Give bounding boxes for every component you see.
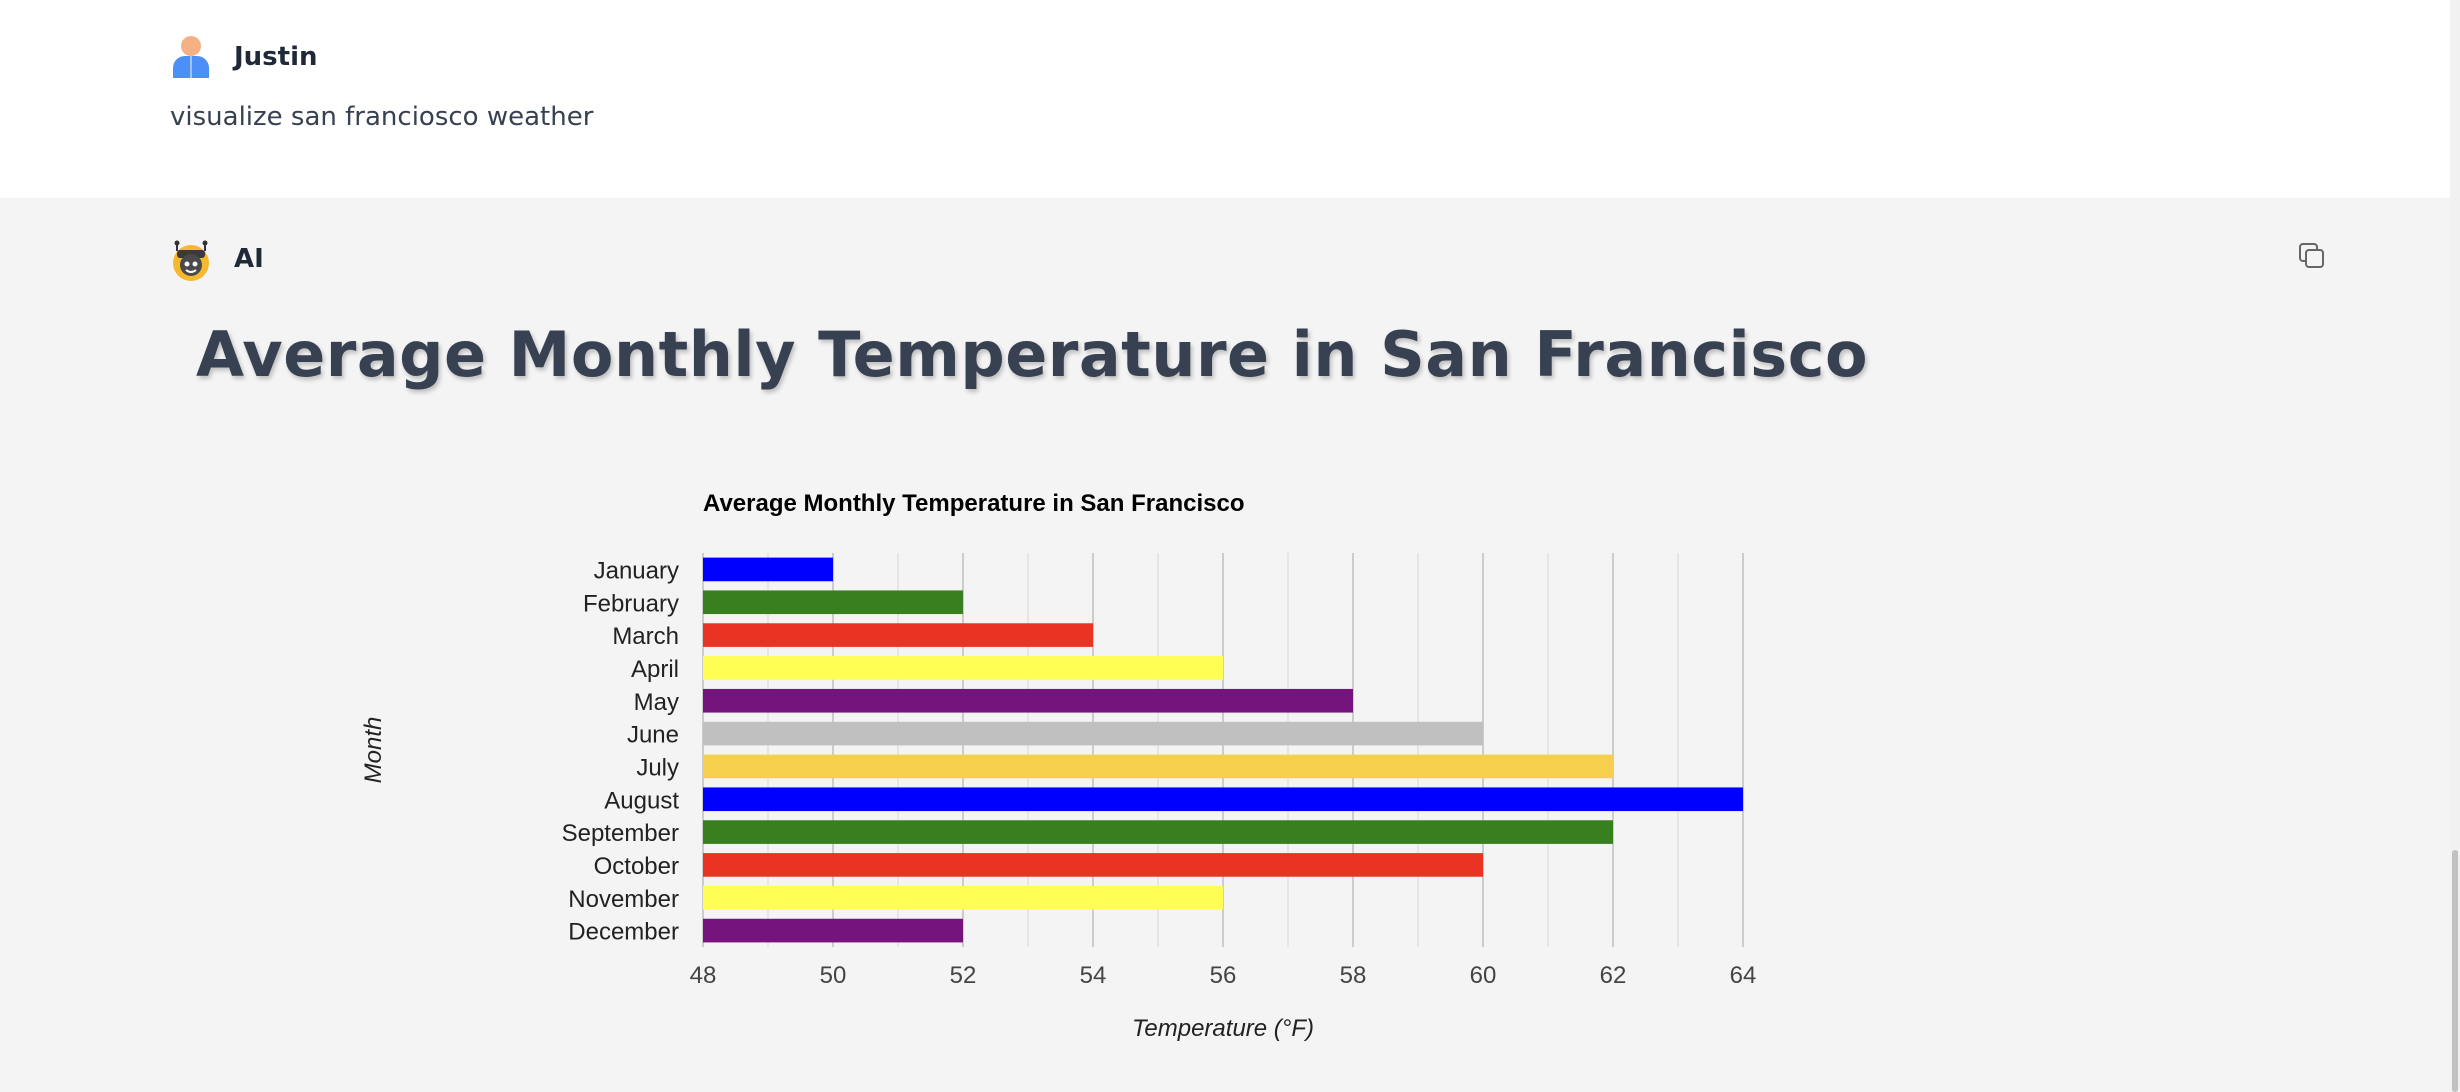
x-tick-label: 52 <box>950 962 977 989</box>
user-message-text: visualize san franciosco weather <box>170 102 594 132</box>
bar-august[interactable] <box>703 787 1743 812</box>
user-name: Justin <box>234 42 318 72</box>
bar-may[interactable] <box>703 688 1353 713</box>
bar-november[interactable] <box>703 885 1223 910</box>
y-axis-title: Month <box>360 717 387 784</box>
x-tick-label: 58 <box>1340 962 1367 989</box>
month-label-august: August <box>604 787 679 814</box>
bar-june[interactable] <box>703 721 1483 746</box>
chart-tick-labels: 48 50 52 54 56 58 60 62 64 <box>690 962 1757 989</box>
bar-december[interactable] <box>703 918 963 943</box>
chart-bars <box>703 557 1743 943</box>
x-tick-label: 62 <box>1600 962 1627 989</box>
x-tick-label: 60 <box>1470 962 1497 989</box>
bar-july[interactable] <box>703 754 1613 779</box>
x-tick-label: 48 <box>690 962 717 989</box>
month-label-november: November <box>568 886 679 913</box>
ai-message-header: AI <box>168 236 264 282</box>
bar-april[interactable] <box>703 656 1223 680</box>
robot-avatar-icon <box>173 240 209 281</box>
month-label-january: January <box>594 557 679 584</box>
bar-september[interactable] <box>703 820 1613 844</box>
bar-march[interactable] <box>703 623 1093 647</box>
bar-january[interactable] <box>703 557 833 582</box>
copy-icon[interactable] <box>2296 240 2330 274</box>
month-label-october: October <box>594 853 679 880</box>
month-label-september: September <box>562 820 679 847</box>
bar-february[interactable] <box>703 590 963 615</box>
chart-grid <box>702 553 1744 947</box>
month-label-july: July <box>636 754 679 781</box>
x-axis-title: Temperature (°F) <box>1132 1015 1314 1042</box>
ai-response-heading: Average Monthly Temperature in San Franc… <box>196 318 1869 391</box>
x-tick-label: 56 <box>1210 962 1237 989</box>
user-avatar-icon <box>173 36 209 78</box>
chart-title: Average Monthly Temperature in San Franc… <box>703 490 1244 517</box>
ai-message: AI Average Monthly Temperature in San Fr… <box>0 198 2450 1092</box>
user-message-header: Justin <box>168 34 318 80</box>
month-label-february: February <box>583 590 679 617</box>
month-label-june: June <box>627 722 679 749</box>
x-tick-label: 54 <box>1080 962 1107 989</box>
bar-october[interactable] <box>703 853 1483 877</box>
month-label-march: March <box>612 623 679 650</box>
month-label-may: May <box>634 689 679 716</box>
user-message: Justin visualize san franciosco weather <box>0 0 2450 198</box>
month-label-april: April <box>631 656 679 683</box>
page-scrollbar[interactable] <box>2450 0 2460 1092</box>
ai-name: AI <box>234 244 264 274</box>
x-tick-label: 64 <box>1730 962 1757 989</box>
chart-category-labels: January February March April May June July Augu… <box>562 557 680 945</box>
scrollbar-thumb[interactable] <box>2452 850 2458 1092</box>
month-label-december: December <box>568 919 679 946</box>
x-tick-label: 50 <box>820 962 847 989</box>
